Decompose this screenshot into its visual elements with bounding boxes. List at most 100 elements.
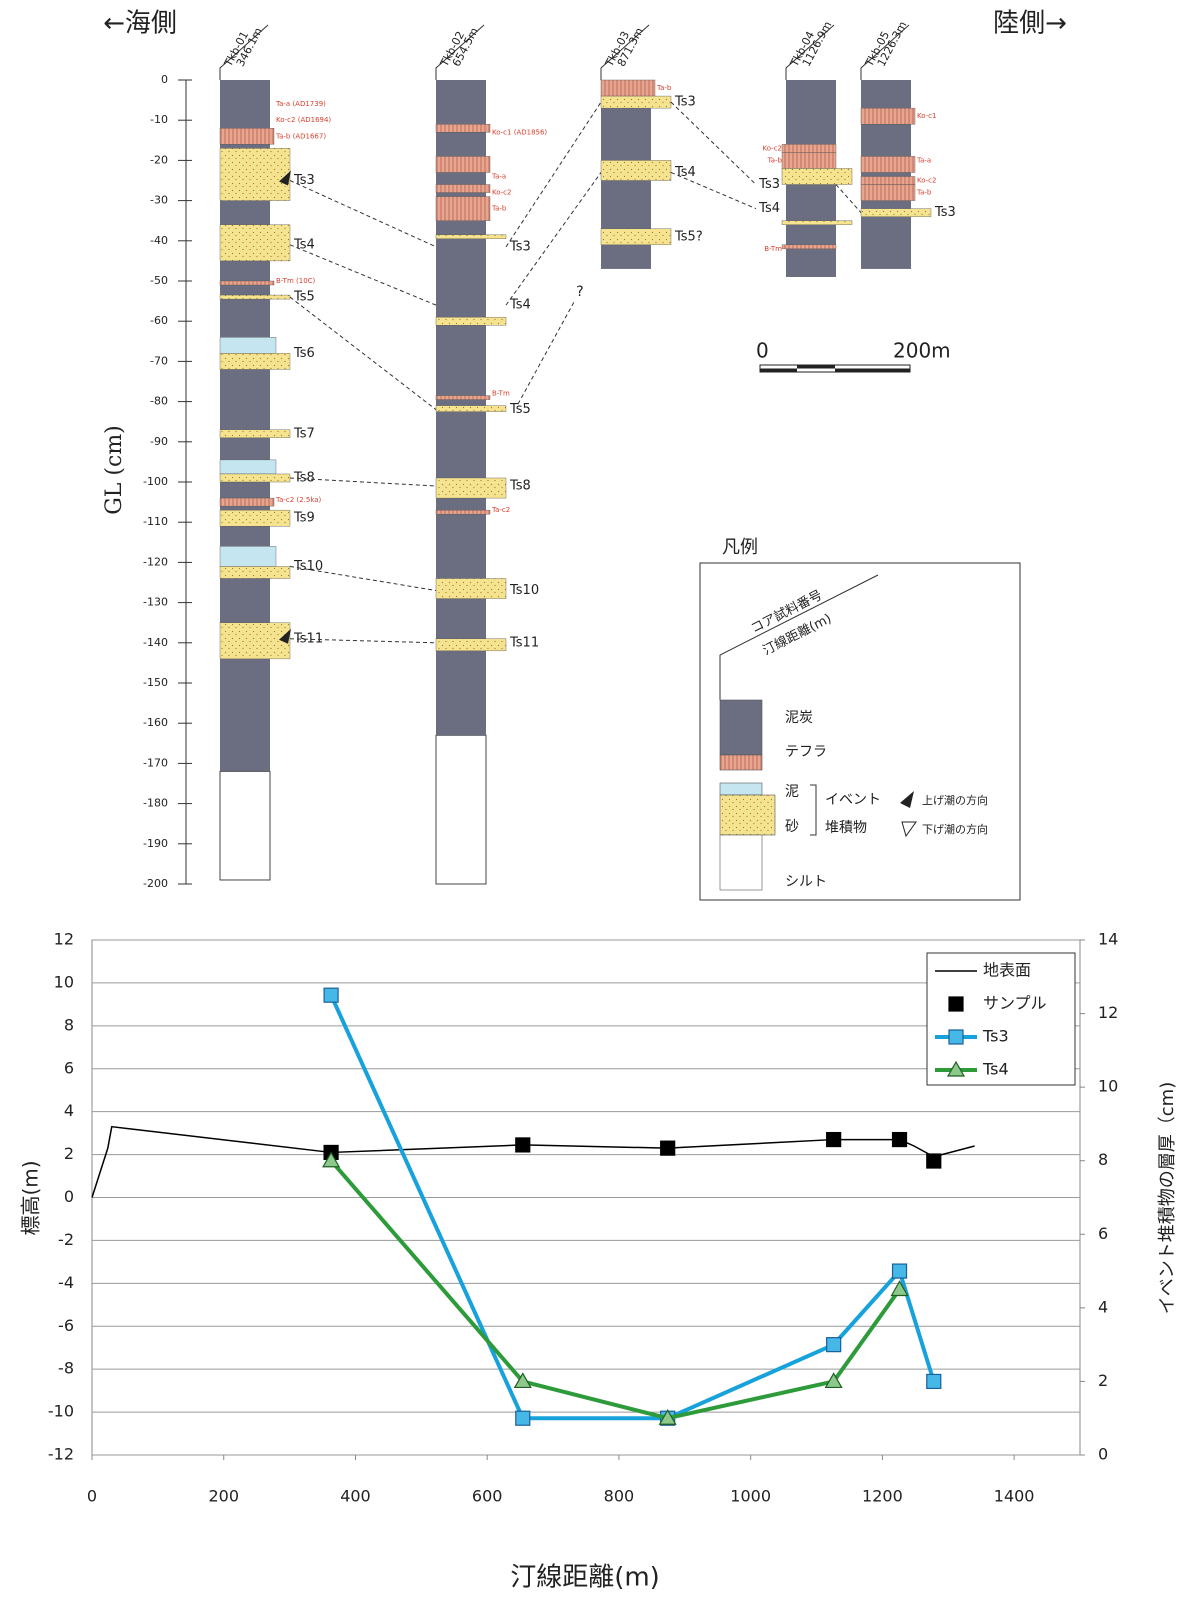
legend-swatch — [720, 755, 762, 770]
tephra-layer — [436, 185, 490, 193]
x-tick-label: 1200 — [862, 1487, 903, 1506]
background — [0, 0, 1201, 1609]
tephra-layer — [436, 124, 490, 132]
scale-end-label: 200m — [893, 339, 951, 363]
depth-tick-label: -110 — [143, 515, 168, 528]
depth-tick-label: -10 — [150, 113, 168, 126]
depth-tick-label: -70 — [150, 354, 168, 367]
sand-layer — [220, 474, 290, 482]
tephra-label: B-Tm (10C) — [276, 277, 316, 285]
legend-label: テフラ — [785, 744, 827, 760]
scale-bar-segment — [835, 369, 910, 373]
depth-tick-label: -30 — [150, 194, 168, 207]
depth-tick-label: -90 — [150, 435, 168, 448]
event-label: Ts5? — [674, 229, 703, 244]
tephra-layer — [782, 245, 836, 249]
sand-layer — [601, 229, 671, 245]
x-tick-label: 600 — [472, 1487, 503, 1506]
legend-marker — [949, 1030, 963, 1044]
tephra-label: B-Tm — [764, 245, 782, 253]
silt-layer — [436, 735, 486, 884]
y-tick-label: -2 — [58, 1230, 74, 1249]
tephra-layer — [220, 498, 274, 506]
y2-tick-label: 2 — [1098, 1371, 1108, 1390]
event-label: Ts8 — [293, 470, 315, 485]
depth-tick-label: -100 — [143, 475, 168, 488]
x-axis-label: 汀線距離(m) — [510, 1563, 660, 1593]
y2-tick-label: 4 — [1098, 1297, 1108, 1316]
legend-swatch — [720, 795, 775, 835]
x-tick-label: 1400 — [994, 1487, 1035, 1506]
scale-bar-segment — [797, 365, 835, 369]
legend-swatch — [720, 783, 762, 795]
depth-axis-label: GL (cm) — [102, 425, 127, 515]
depth-tick-label: 0 — [161, 73, 168, 86]
scale-bar-segment — [760, 369, 797, 373]
sand-layer — [782, 221, 852, 225]
event-label: Ts3 — [758, 177, 780, 192]
legend-title: 凡例 — [722, 537, 758, 558]
data-point — [893, 1133, 907, 1147]
tephra-layer — [436, 510, 490, 514]
tephra-label: B-Tm — [492, 390, 510, 398]
event-label: Ts10 — [509, 583, 539, 598]
event-label: Ts4 — [674, 165, 696, 180]
tephra-layer — [782, 144, 836, 152]
y-tick-label: 0 — [64, 1187, 74, 1206]
silt-layer — [220, 771, 270, 880]
tephra-label: Ta-c2 — [491, 506, 510, 514]
depth-tick-label: -40 — [150, 234, 168, 247]
sand-layer — [220, 510, 290, 526]
sea-side-label: ←海側 — [103, 9, 177, 39]
sand-layer — [601, 160, 671, 180]
legend-label: 泥炭 — [785, 710, 813, 726]
legend-label: Ts4 — [982, 1060, 1009, 1079]
legend-swatch — [720, 835, 762, 890]
tephra-label: Ko-c2 — [492, 189, 511, 197]
sand-layer — [861, 209, 931, 217]
legend-flow-up: 上げ潮の方向 — [922, 793, 988, 807]
tephra-label: Ta-a — [916, 156, 931, 164]
event-label: Ts3 — [934, 205, 956, 220]
sand-layer — [436, 317, 506, 325]
tephra-label: Ta-c2 (2.5ka) — [275, 496, 322, 504]
x-tick-label: 1000 — [730, 1487, 771, 1506]
mud-layer — [220, 460, 276, 474]
data-point — [827, 1338, 841, 1352]
tephra-layer — [861, 156, 915, 172]
tephra-layer — [782, 152, 836, 168]
event-label: Ts3 — [509, 239, 531, 254]
tephra-layer — [861, 108, 915, 124]
tephra-layer — [436, 156, 490, 172]
event-label: Ts5 — [509, 402, 531, 417]
x-tick-label: 0 — [87, 1487, 97, 1506]
legend-swatch — [720, 700, 762, 755]
legend-label: Ts3 — [982, 1027, 1009, 1046]
sand-layer — [782, 168, 852, 184]
sand-layer — [436, 235, 506, 239]
tephra-layer — [436, 197, 490, 221]
event-label: Ts3 — [293, 173, 315, 188]
tephra-layer — [601, 80, 655, 96]
depth-tick-label: -20 — [150, 153, 168, 166]
event-label: Ts4 — [509, 298, 531, 313]
legend-label: サンプル — [983, 994, 1047, 1013]
y-tick-label: 2 — [64, 1144, 74, 1163]
sand-layer — [436, 578, 506, 598]
y2-tick-label: 12 — [1098, 1003, 1118, 1022]
legend-event: イベント — [825, 792, 881, 808]
depth-tick-label: -200 — [143, 877, 168, 890]
x-tick-label: 800 — [604, 1487, 635, 1506]
y-tick-label: -10 — [48, 1402, 74, 1421]
sand-layer — [220, 225, 290, 261]
event-label: Ts3 — [674, 95, 696, 110]
y2-tick-label: 14 — [1098, 930, 1118, 949]
sand-layer — [220, 623, 290, 659]
legend-marker — [949, 997, 963, 1011]
sand-layer — [436, 639, 506, 651]
y-tick-label: 4 — [64, 1101, 74, 1120]
event-label: Ts4 — [758, 201, 780, 216]
y-tick-label: -4 — [58, 1273, 74, 1292]
sand-layer — [436, 406, 506, 412]
y-tick-label: -8 — [58, 1359, 74, 1378]
